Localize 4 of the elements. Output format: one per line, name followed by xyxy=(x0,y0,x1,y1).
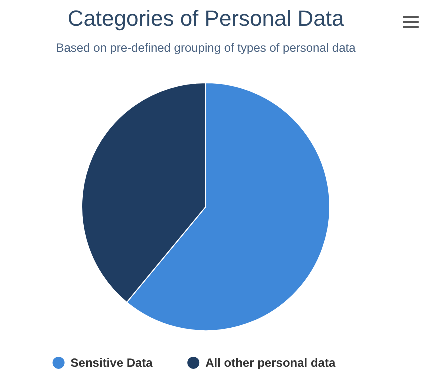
legend-label: Sensitive Data xyxy=(70,356,154,370)
chart-subtitle: Based on pre-defined grouping of types of personal data xyxy=(56,41,356,55)
legend-label: All other personal data xyxy=(206,356,336,370)
chart-title: Categories of Personal Data xyxy=(68,6,345,31)
